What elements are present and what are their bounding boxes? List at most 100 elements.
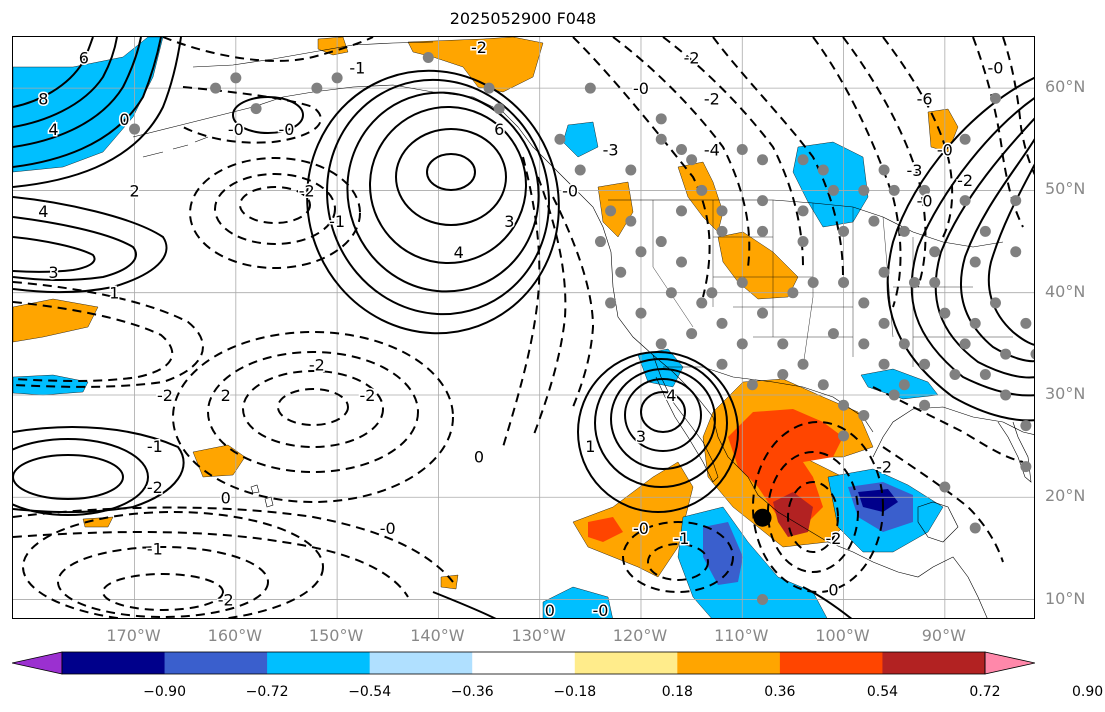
coastline-yucatan	[917, 501, 959, 543]
station-dot	[949, 369, 961, 381]
contour-bering-5	[13, 37, 182, 188]
contour-label: 0	[119, 110, 129, 129]
contour-low-east-pacific-2	[622, 521, 734, 593]
longitude-label: 140°W	[410, 626, 465, 645]
contour-label: 0	[221, 488, 231, 507]
contour-low-subtropic-3	[207, 351, 419, 473]
contour-label: 3	[48, 263, 58, 282]
contour-pacific-zero-1	[13, 506, 454, 583]
station-dot	[1000, 389, 1012, 401]
longitude-label: 170°W	[106, 626, 161, 645]
station-dot	[838, 430, 850, 442]
contour-label: 0	[828, 580, 838, 599]
hawaii-islands	[250, 484, 274, 508]
contour-trough-coast-1	[502, 156, 541, 448]
station-dot	[594, 236, 606, 248]
colorbar-segment	[164, 652, 268, 674]
graticule	[13, 37, 1034, 618]
contour-label: 4	[666, 386, 676, 405]
contour-label: 1	[585, 437, 595, 456]
station-dot	[827, 184, 839, 196]
contour-label: -2	[299, 181, 315, 200]
station-dot	[888, 389, 900, 401]
station-dot	[959, 133, 971, 145]
station-dot	[827, 328, 839, 340]
colorbar-tick-label: 0.18	[661, 684, 693, 700]
station-dot	[787, 287, 799, 299]
station-dot	[919, 184, 931, 196]
colorbar-max-extension	[984, 651, 1035, 675]
contour-label: -2	[876, 458, 892, 477]
warm-shading-small-2	[440, 574, 459, 590]
station-dot	[757, 154, 769, 166]
station-dot	[878, 317, 890, 329]
warm-shading-north-rockies	[677, 161, 724, 233]
contour-label: -1	[147, 437, 163, 456]
colorbar	[12, 651, 1035, 675]
contour-west-high-2	[13, 216, 137, 282]
contour-low-gulf-alaska-1	[239, 186, 311, 224]
contour-label: -1	[329, 212, 345, 231]
contour-high-ne-pacific-3	[369, 106, 527, 264]
station-dot	[736, 144, 748, 156]
station-dot	[716, 358, 728, 370]
contour-high-baja-1	[640, 391, 686, 433]
contour-label: 2	[129, 181, 139, 200]
contour-low-mexico-3	[752, 421, 884, 593]
coastline-alaska-north	[192, 41, 434, 68]
warm-shading-baja	[572, 461, 694, 578]
contour-label: 6	[79, 48, 89, 67]
station-dot	[605, 297, 617, 309]
contour-high-baja-3	[610, 368, 716, 470]
station-dot	[777, 338, 789, 350]
contour-upper-left-1	[162, 37, 374, 62]
highlight-markers	[753, 508, 772, 527]
map-panel: 6 4 3 2 -2 -1 -0 -2 -2 -2 2 -1 -2 0 -0 -1 -2 0 4 3 1 -0 -1 -2 -2…	[12, 36, 1035, 619]
contour-label: -1	[349, 59, 365, 78]
station-dot	[210, 82, 222, 94]
station-dot	[675, 256, 687, 268]
contour-zero-east-pacific	[802, 586, 853, 618]
coastline-florida	[997, 421, 1032, 483]
colorbar-segment	[369, 652, 473, 674]
station-dot	[929, 276, 941, 288]
colorbar-tick-label: −0.90	[143, 684, 186, 700]
contour-label: -2	[309, 355, 325, 374]
contour-label: -2	[157, 386, 173, 405]
station-dot	[655, 133, 667, 145]
station-dot	[716, 225, 728, 237]
hot-shading-baja	[588, 517, 623, 542]
contour-high-alaska	[232, 96, 304, 134]
station-dot	[230, 72, 242, 84]
station-dot	[736, 338, 748, 350]
station-dot	[989, 92, 1001, 104]
contour-label: -0	[633, 519, 649, 538]
station-dot	[554, 133, 566, 145]
deepest-cool-shading-gulf	[858, 489, 898, 512]
warm-shading-rockies	[717, 231, 799, 300]
station-dot	[605, 205, 617, 217]
contour-label: -2	[957, 171, 973, 190]
contour-low-mexico-1	[787, 481, 839, 553]
contour-ridge-east-3	[959, 138, 1034, 363]
latitude-label: 20°N	[1045, 486, 1086, 506]
contour-label: -6	[917, 89, 933, 108]
station-dot	[898, 225, 910, 237]
contour-trough-west-us-3	[662, 37, 804, 268]
contour-pacific-neg-1	[13, 281, 204, 388]
station-dot	[969, 317, 981, 329]
station-dot	[1020, 420, 1032, 432]
latitude-label: 60°N	[1045, 77, 1086, 97]
station-dot	[858, 184, 870, 196]
contour-low-tropic-1	[102, 573, 224, 611]
colorbar-segment	[677, 652, 781, 674]
station-dot	[635, 246, 647, 258]
contour-zero-south	[432, 591, 497, 618]
station-dot	[686, 154, 698, 166]
contour-label: -2	[704, 89, 720, 108]
contour-west-high-3	[13, 236, 96, 273]
contour-trough-west-us-1	[572, 37, 711, 298]
station-dot	[797, 205, 809, 217]
